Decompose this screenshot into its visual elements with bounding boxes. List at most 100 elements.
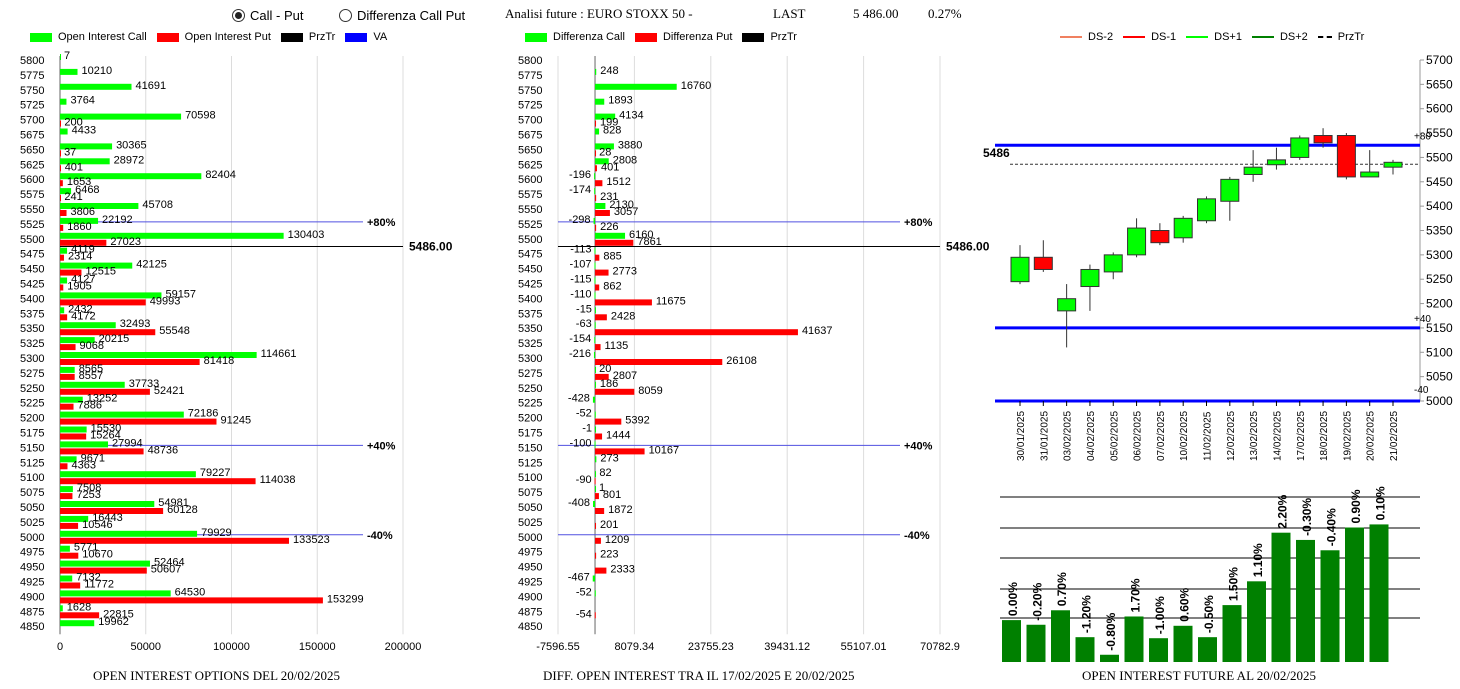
put-bar xyxy=(60,418,217,425)
legend-diff-put: Differenza Put xyxy=(662,31,733,43)
y-tick-label: 5200 xyxy=(1426,297,1453,311)
strike-label: 5375 xyxy=(20,308,44,320)
radio-unselected-icon[interactable] xyxy=(339,9,352,22)
put-data-label: 885 xyxy=(603,251,621,263)
put-data-label: 10167 xyxy=(649,444,680,456)
call-data-label: -428 xyxy=(568,393,590,405)
call-bar xyxy=(595,426,597,433)
put-bar xyxy=(595,373,609,380)
legend-ds2: DS+2 xyxy=(1279,31,1308,43)
call-bar xyxy=(60,590,171,597)
va-hline-label: +40 xyxy=(1414,314,1431,325)
price-line-label: 5486.00 xyxy=(409,240,453,254)
call-data-label: -298 xyxy=(569,214,591,226)
call-data-label: 59157 xyxy=(165,288,196,300)
x-tick-label: 200000 xyxy=(385,641,422,653)
call-data-label: -467 xyxy=(568,572,590,584)
x-tick-label: 23755.23 xyxy=(688,641,734,653)
date-tick-label: 12/02/2025 xyxy=(1226,411,1237,461)
legend-chart3: DS-2 DS-1 DS+1 DS+2 PrzTr xyxy=(1050,31,1364,43)
footer-chart2: DIFF. OPEN INTEREST TRA IL 17/02/2025 E … xyxy=(543,668,855,683)
radio-call-put[interactable]: Call - Put xyxy=(232,8,303,23)
put-data-label: 48736 xyxy=(148,444,179,456)
put-data-label: -54 xyxy=(576,608,592,620)
call-bar xyxy=(594,247,596,254)
put-data-label: 2773 xyxy=(613,266,637,278)
call-bar xyxy=(60,501,155,507)
call-data-label: -110 xyxy=(570,288,591,300)
call-data-label: -154 xyxy=(569,333,591,345)
page-title: Analisi future : EURO STOXX 50 - xyxy=(505,6,693,21)
va-line-label: +40% xyxy=(367,440,396,452)
strike-label: 5400 xyxy=(20,293,44,305)
bar-pct-label: -1.00% xyxy=(1153,596,1167,634)
put-bar xyxy=(595,388,635,395)
put-data-label: 49993 xyxy=(150,295,181,307)
call-bar xyxy=(60,486,73,493)
call-data-label: 6468 xyxy=(75,184,99,196)
strike-label: 4875 xyxy=(518,606,542,618)
call-data-label: -115 xyxy=(570,274,591,286)
candle-up xyxy=(1197,198,1217,222)
date-tick-label: 17/02/2025 xyxy=(1296,411,1307,461)
call-data-label: -174 xyxy=(569,184,591,196)
candle-down xyxy=(1150,230,1170,244)
legend-swatch-diff-put xyxy=(634,32,657,42)
y-tick-label: 5050 xyxy=(1426,370,1453,384)
call-bar xyxy=(60,620,95,627)
call-bar xyxy=(60,471,196,478)
put-data-label: 1905 xyxy=(67,281,91,293)
put-bar xyxy=(595,180,603,187)
diff-open-interest-chart: -7596.55 8079.34 23755.23 39431.12 55107.01 7… xyxy=(518,55,990,653)
call-data-label: 20215 xyxy=(99,333,130,345)
put-data-label: 862 xyxy=(603,281,621,293)
legend-chart2: Differenza Call Differenza Put PrzTr xyxy=(515,31,797,43)
put-data-label: 2807 xyxy=(613,370,637,382)
strike-label: 4850 xyxy=(518,621,542,633)
x-tick-label: 100000 xyxy=(213,641,250,653)
strike-label: 5625 xyxy=(518,159,542,171)
call-data-label: 7508 xyxy=(77,482,101,494)
put-data-label: 26108 xyxy=(726,355,757,367)
candle-up xyxy=(1220,178,1240,202)
put-data-label: 226 xyxy=(600,221,618,233)
put-data-label: 7253 xyxy=(76,489,100,501)
strike-label: 5450 xyxy=(518,264,542,276)
strike-label: 5775 xyxy=(20,70,44,82)
strike-label: 5300 xyxy=(518,353,542,365)
put-data-label: 231 xyxy=(600,191,618,203)
call-bar xyxy=(60,456,77,463)
strike-label: 5450 xyxy=(20,264,44,276)
strike-label: 5100 xyxy=(518,472,542,484)
call-bar xyxy=(60,441,109,448)
radio-differenza[interactable]: Differenza Call Put xyxy=(339,8,465,23)
future-oi-bar xyxy=(1345,527,1364,662)
radio-selected-icon[interactable] xyxy=(232,9,245,22)
call-bar xyxy=(60,605,63,612)
call-data-label: 13252 xyxy=(87,393,118,405)
legend-line-ds-1 xyxy=(1123,36,1146,38)
candle-down xyxy=(1313,135,1333,144)
put-data-label: 11675 xyxy=(656,295,686,307)
call-bar xyxy=(595,68,597,75)
call-data-label: 4433 xyxy=(72,125,96,137)
bar-pct-label: 0.10% xyxy=(1374,486,1388,520)
future-oi-bar xyxy=(1051,610,1070,662)
put-data-label: 201 xyxy=(600,519,618,531)
x-tick-label: 50000 xyxy=(130,641,161,653)
bar-pct-label: 1.10% xyxy=(1251,543,1265,577)
call-bar xyxy=(60,232,284,239)
strike-label: 5475 xyxy=(20,249,44,261)
call-data-label: 30365 xyxy=(116,139,147,151)
call-data-label: 4127 xyxy=(71,274,95,286)
bar-pct-label: 0.90% xyxy=(1349,489,1363,523)
strike-label: 5025 xyxy=(518,517,542,529)
put-data-label: 10546 xyxy=(82,519,113,531)
call-bar xyxy=(60,217,99,224)
put-data-label: 81418 xyxy=(204,355,235,367)
candle-up xyxy=(1057,298,1077,312)
call-bar xyxy=(595,203,606,209)
strike-label: 5550 xyxy=(20,204,44,216)
put-bar xyxy=(60,433,87,440)
put-data-label: 3057 xyxy=(614,206,638,218)
